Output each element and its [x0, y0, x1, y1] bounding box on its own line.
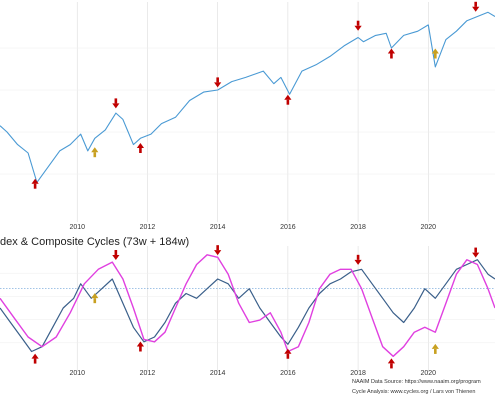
arrow-shaft [286, 353, 290, 359]
series-line-1 [0, 259, 495, 353]
arrow-up-marker [431, 48, 439, 59]
arrow-head [112, 255, 120, 260]
arrow-up-marker [136, 341, 145, 352]
bottom-panel-title: dex & Composite Cycles (73w + 184w) [0, 236, 189, 248]
arrow-up-marker [136, 143, 145, 153]
arrow-down-marker [354, 20, 362, 31]
credit-line-1: NAAIM Data Source: https://www.naaim.org… [352, 379, 481, 385]
arrow-head [31, 178, 39, 184]
arrow-shaft [114, 98, 118, 104]
arrow-head [284, 348, 292, 354]
arrow-head [472, 252, 480, 258]
arrow-shaft [216, 77, 219, 83]
arrow-head [472, 6, 480, 12]
arrow-head [214, 250, 222, 256]
arrow-shaft [434, 53, 437, 59]
arrow-shaft [474, 247, 477, 253]
arrow-shaft [390, 363, 393, 369]
arrow-head [91, 293, 99, 299]
arrow-shaft [93, 152, 97, 158]
x-tick-label: 2010 [69, 370, 85, 377]
arrow-down-marker [214, 245, 222, 256]
top-panel-index-chart: 2010 2012 2014 2016 2018 2020 [0, 1, 495, 231]
x-tick-label: 2014 [210, 224, 226, 231]
arrow-shaft [114, 250, 118, 255]
arrow-head [112, 103, 120, 109]
series-line-2 [0, 254, 495, 357]
arrow-shaft [93, 298, 97, 304]
arrow-head [136, 341, 145, 347]
arrow-head [387, 358, 396, 364]
arrow-up-marker [31, 353, 39, 364]
x-tick-label: 2020 [421, 224, 437, 231]
arrow-head [284, 94, 292, 100]
x-tick-label: 2020 [421, 370, 437, 377]
arrow-head [431, 343, 439, 349]
arrow-down-marker [354, 254, 362, 265]
series-line-1 [0, 11, 495, 183]
arrow-shaft [139, 148, 142, 153]
arrow-up-marker [431, 343, 439, 354]
arrow-up-marker [91, 293, 99, 304]
x-tick-label: 2012 [140, 370, 156, 377]
x-tick-label: 2018 [350, 370, 366, 377]
x-tick-label: 2016 [280, 224, 296, 231]
arrow-down-marker [112, 250, 120, 260]
x-tick-label: 2012 [140, 224, 156, 231]
arrow-up-marker [31, 178, 39, 189]
arrow-shaft [434, 348, 437, 354]
arrow-up-marker [387, 358, 396, 369]
arrow-down-marker [214, 77, 222, 88]
arrow-shaft [139, 346, 142, 352]
arrow-head [31, 353, 39, 359]
arrow-head [354, 25, 362, 31]
arrow-head [431, 48, 439, 54]
arrow-shaft [356, 20, 360, 26]
arrow-head [354, 259, 362, 265]
arrow-down-marker [112, 98, 120, 109]
arrow-shaft [474, 1, 477, 7]
arrow-up-marker [387, 48, 396, 59]
bottom-panel-cycle-chart: 2010 2012 2014 2016 2018 2020 [0, 245, 495, 377]
arrow-shaft [356, 254, 360, 260]
arrow-shaft [33, 358, 37, 364]
x-tick-label: 2014 [210, 370, 226, 377]
arrow-shaft [33, 183, 37, 189]
arrow-up-marker [284, 94, 292, 105]
arrow-shaft [286, 99, 290, 105]
credit-line-2: Cycle Analysis: www.cycles.org / Lars vo… [352, 389, 475, 395]
arrow-head [387, 48, 396, 54]
arrow-head [136, 143, 145, 148]
arrow-down-marker [472, 247, 480, 258]
arrow-shaft [216, 245, 219, 251]
x-tick-label: 2018 [350, 224, 366, 231]
arrow-up-marker [284, 348, 292, 359]
x-tick-label: 2016 [280, 370, 296, 377]
arrow-down-marker [472, 1, 480, 12]
arrow-up-marker [91, 147, 99, 158]
x-tick-label: 2010 [69, 224, 85, 231]
arrow-head [214, 82, 222, 88]
arrow-head [91, 147, 99, 153]
arrow-shaft [390, 53, 393, 59]
